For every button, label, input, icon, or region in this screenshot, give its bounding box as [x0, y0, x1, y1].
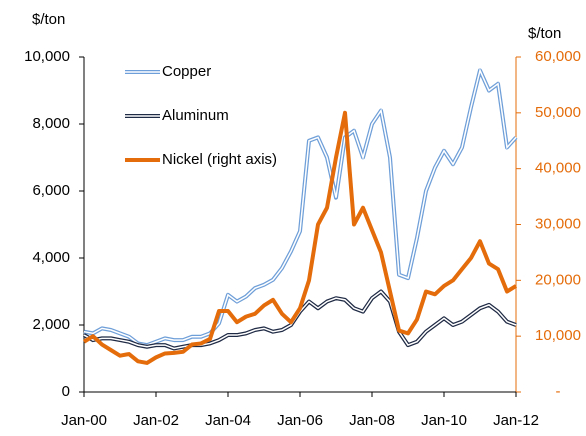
y-tick-label: 0: [62, 383, 70, 400]
y-tick-label: 10,000: [24, 48, 70, 65]
y-axis-label: $/ton: [32, 11, 65, 28]
x-tick-label: Jan-04: [205, 412, 251, 429]
y2-axis-label: $/ton: [528, 25, 561, 42]
series-line: [83, 289, 517, 351]
x-tick-label: Jan-10: [421, 412, 467, 429]
legend-label: Aluminum: [162, 107, 229, 124]
y2-tick-label: 30,000: [535, 215, 581, 232]
y-tick-label: 6,000: [32, 182, 70, 199]
y2-tick-label: 40,000: [535, 160, 581, 177]
x-tick-label: Jan-06: [277, 412, 323, 429]
x-tick-label: Jan-08: [349, 412, 395, 429]
y-tick-label: 4,000: [32, 249, 70, 266]
y-tick-label: 8,000: [32, 115, 70, 132]
legend-label: Nickel (right axis): [162, 151, 277, 168]
x-tick-label: Jan-02: [133, 412, 179, 429]
y2-tick-label: 60,000: [535, 48, 581, 65]
y-tick-label: 2,000: [32, 316, 70, 333]
legend-label: Copper: [162, 63, 211, 80]
y2-tick-label: 20,000: [535, 271, 581, 288]
nickel-line: [82, 110, 518, 365]
series-line-inner: [83, 68, 517, 346]
x-tick-label: Jan-00: [61, 412, 107, 429]
y2-tick-label: 50,000: [535, 104, 581, 121]
y2-tick-label: 10,000: [535, 327, 581, 344]
x-tick-label: Jan-12: [493, 412, 539, 429]
y2-tick-label: -: [556, 383, 561, 400]
series-line-inner: [83, 290, 517, 350]
